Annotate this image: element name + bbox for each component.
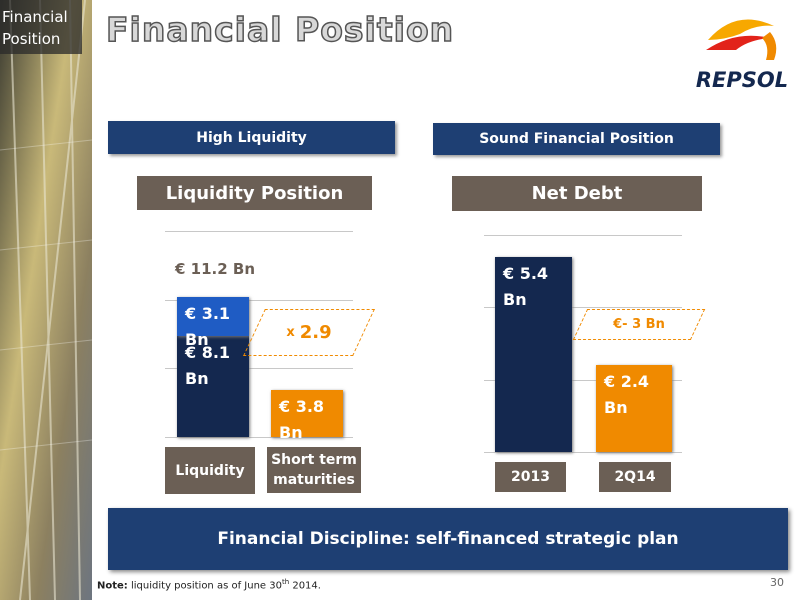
- logo-text: REPSOL: [695, 68, 789, 92]
- note-tail: 2014.: [289, 580, 321, 592]
- section-header: High Liquidity: [108, 121, 395, 154]
- value-label: € 2.4 Bn: [604, 372, 650, 418]
- section-header: Sound Financial Position: [433, 123, 720, 155]
- grid-line: [484, 235, 682, 236]
- logo: [706, 19, 777, 60]
- grid-line: [165, 437, 353, 438]
- grid-line: [165, 299, 353, 301]
- bar: € 3.1 Bn: [177, 297, 249, 349]
- bar: € 3.8 Bn: [271, 389, 343, 442]
- annotation: x 2.9: [254, 309, 364, 356]
- annotation-text: €- 3 Bn: [613, 317, 665, 332]
- chart-title: Liquidity Position: [137, 176, 372, 210]
- chart-title: Net Debt: [452, 176, 702, 211]
- slide-title: Financial Position: [105, 9, 455, 50]
- bar: € 8.1 Bn: [177, 335, 249, 437]
- corner-title: Financial Position: [2, 8, 68, 48]
- bar: € 2.4 Bn: [596, 365, 672, 452]
- side-photo: [0, 0, 92, 600]
- note-label: Note:: [97, 580, 128, 592]
- banner: Financial Discipline: self-financed stra…: [108, 508, 788, 570]
- annotation: €- 3 Bn: [580, 309, 698, 340]
- grid-line: [165, 231, 353, 232]
- bar: € 5.4 Bn: [495, 256, 572, 452]
- grid-line: [484, 452, 682, 453]
- value-label: € 3.8 Bn: [279, 396, 325, 442]
- grid-line: [484, 379, 682, 381]
- grid-line: [484, 307, 682, 309]
- x-tick-label: Liquidity: [165, 447, 255, 494]
- page-number: 30: [770, 576, 784, 589]
- x-tick-label: 2013: [495, 462, 566, 492]
- note-text: liquidity position as of June 30: [131, 580, 282, 592]
- x-tick-label: 2Q14: [599, 462, 671, 492]
- annotation-text: 2.9: [299, 322, 332, 343]
- value-label: € 8.1 Bn: [185, 342, 231, 388]
- x-tick-label: Short term maturities: [267, 447, 361, 493]
- total-label: € 11.2 Bn: [175, 260, 256, 278]
- value-label: € 3.1 Bn: [185, 304, 231, 350]
- note: Note: liquidity position as of June 30th…: [97, 578, 321, 591]
- note-sup: th: [281, 578, 290, 586]
- annotation-prefix: x: [286, 325, 295, 340]
- value-label: € 5.4 Bn: [503, 263, 549, 309]
- grid-line: [165, 368, 353, 370]
